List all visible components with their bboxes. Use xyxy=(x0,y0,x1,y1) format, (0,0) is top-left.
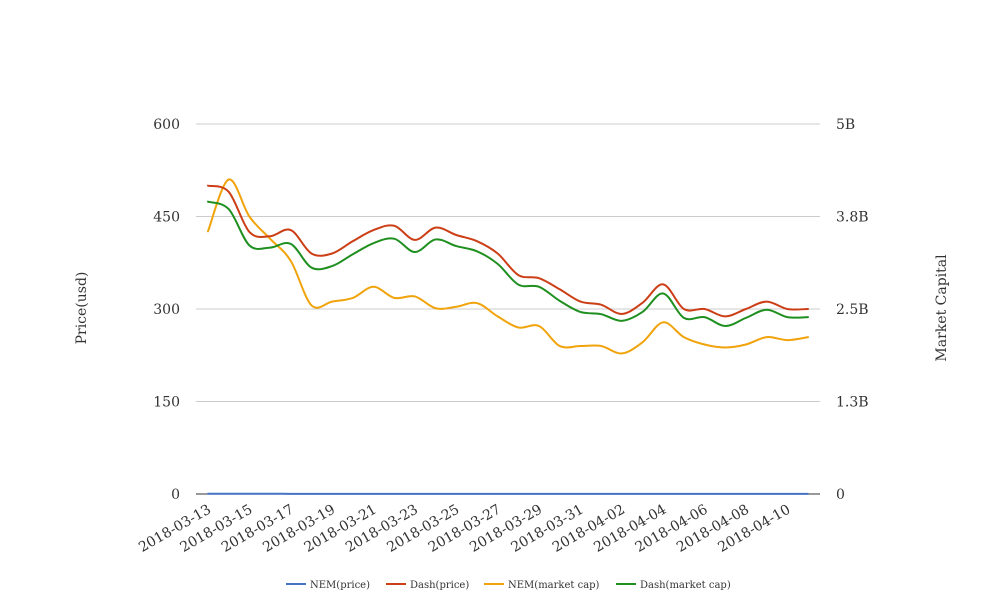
legend-item-nem-market-cap: NEM(market cap) xyxy=(484,580,600,591)
left-y-axis-ticks: 0 150 300 450 600 xyxy=(153,117,180,503)
series-line-dash-market-cap xyxy=(207,200,809,328)
gridlines xyxy=(196,123,820,402)
legend-item-nem-price: NEM(price) xyxy=(286,580,370,591)
legend-item-dash-price: Dash(price) xyxy=(386,580,469,591)
legend-item-dash-market-cap: Dash(market cap) xyxy=(616,580,731,591)
series-line-nem-market-cap xyxy=(207,178,809,355)
right-axis-title: Market Capital xyxy=(934,254,950,362)
right-tick-label: 3.8B xyxy=(836,210,869,226)
right-tick-label: 2.5B xyxy=(836,302,869,318)
left-tick-label: 450 xyxy=(153,210,180,226)
series-line-dash-price xyxy=(207,184,809,318)
right-tick-label: 5B xyxy=(836,117,855,133)
left-tick-label: 600 xyxy=(153,117,180,133)
left-tick-label: 150 xyxy=(153,395,180,411)
left-tick-label: 0 xyxy=(171,487,180,503)
right-tick-label: 0 xyxy=(836,487,845,503)
right-y-axis-ticks: 0 1.3B 2.5B 3.8B 5B xyxy=(836,117,869,503)
legend: NEM(price) Dash(price) NEM(market cap) Dash… xyxy=(286,580,731,591)
left-axis-title: Price(usd) xyxy=(74,272,90,345)
left-tick-label: 300 xyxy=(153,302,180,318)
right-tick-label: 1.3B xyxy=(836,395,869,411)
legend-label: NEM(price) xyxy=(310,580,370,591)
legend-label: NEM(market cap) xyxy=(508,580,600,591)
series-lines xyxy=(207,178,809,495)
legend-label: Dash(price) xyxy=(410,580,469,591)
x-axis-ticks: 2018-03-132018-03-152018-03-172018-03-19… xyxy=(136,502,793,556)
legend-label: Dash(market cap) xyxy=(640,580,731,591)
